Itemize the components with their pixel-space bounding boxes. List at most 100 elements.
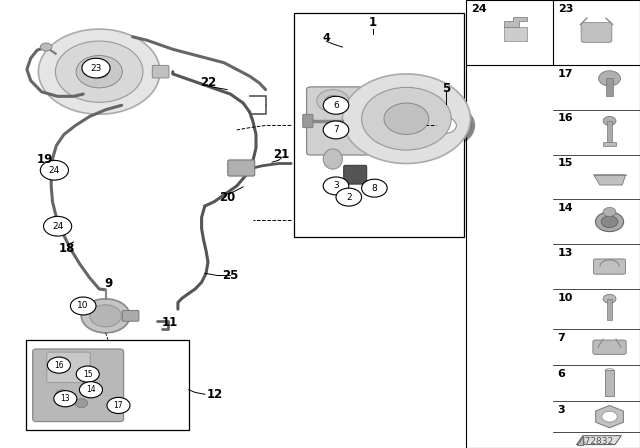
Text: 23: 23 xyxy=(90,64,102,73)
Bar xyxy=(504,26,527,41)
Circle shape xyxy=(603,116,616,125)
Text: 22: 22 xyxy=(200,76,216,90)
Text: 24: 24 xyxy=(471,4,486,14)
Text: 9: 9 xyxy=(105,276,113,290)
Circle shape xyxy=(40,160,68,180)
Text: 18: 18 xyxy=(59,242,76,255)
Circle shape xyxy=(76,366,99,382)
Bar xyxy=(607,299,612,320)
FancyBboxPatch shape xyxy=(122,310,139,321)
FancyBboxPatch shape xyxy=(593,340,626,354)
Bar xyxy=(606,78,612,96)
Circle shape xyxy=(603,207,616,216)
Text: 24: 24 xyxy=(49,166,60,175)
Text: 10: 10 xyxy=(557,293,573,302)
Circle shape xyxy=(56,390,68,399)
Text: 3: 3 xyxy=(333,181,339,190)
Circle shape xyxy=(602,411,617,422)
Circle shape xyxy=(40,43,52,51)
Text: 7: 7 xyxy=(557,333,565,343)
Text: 4: 4 xyxy=(323,33,330,43)
Circle shape xyxy=(362,179,387,197)
Text: 13: 13 xyxy=(557,248,573,258)
Circle shape xyxy=(90,305,122,327)
Bar xyxy=(607,121,612,143)
Text: 6: 6 xyxy=(557,369,565,379)
Text: 10: 10 xyxy=(77,302,89,310)
FancyBboxPatch shape xyxy=(33,349,124,422)
Text: 21: 21 xyxy=(273,148,290,161)
Circle shape xyxy=(433,117,456,134)
Circle shape xyxy=(90,65,108,78)
Circle shape xyxy=(54,391,77,407)
Text: 7: 7 xyxy=(333,125,339,134)
Circle shape xyxy=(598,71,620,86)
Text: 20: 20 xyxy=(219,190,236,204)
Text: 11: 11 xyxy=(161,316,178,329)
Circle shape xyxy=(82,58,110,78)
Circle shape xyxy=(70,297,96,315)
Text: 19: 19 xyxy=(36,152,53,166)
Bar xyxy=(26,340,189,430)
Text: 14: 14 xyxy=(557,203,573,213)
Circle shape xyxy=(107,397,130,414)
Circle shape xyxy=(325,95,340,106)
FancyBboxPatch shape xyxy=(303,114,313,128)
Bar xyxy=(603,142,616,146)
Text: 8: 8 xyxy=(372,184,377,193)
Bar xyxy=(605,370,614,396)
Text: 16: 16 xyxy=(557,113,573,123)
Circle shape xyxy=(601,216,618,228)
Circle shape xyxy=(323,121,349,139)
Circle shape xyxy=(317,90,349,112)
Polygon shape xyxy=(596,405,623,428)
Text: 5: 5 xyxy=(442,82,450,95)
Text: 6: 6 xyxy=(333,101,339,110)
Text: 15: 15 xyxy=(83,370,93,379)
Bar xyxy=(294,13,464,237)
FancyBboxPatch shape xyxy=(152,65,169,78)
Circle shape xyxy=(79,382,102,398)
Circle shape xyxy=(76,56,122,88)
Text: 14: 14 xyxy=(86,385,96,394)
FancyBboxPatch shape xyxy=(307,87,372,155)
Text: 2: 2 xyxy=(346,193,351,202)
Circle shape xyxy=(342,74,470,164)
Circle shape xyxy=(44,216,72,236)
Circle shape xyxy=(81,299,130,333)
Polygon shape xyxy=(593,175,625,185)
FancyBboxPatch shape xyxy=(47,352,90,383)
Text: 12: 12 xyxy=(206,388,223,401)
Text: 24: 24 xyxy=(52,222,63,231)
Circle shape xyxy=(362,87,451,150)
FancyBboxPatch shape xyxy=(593,259,625,274)
Polygon shape xyxy=(577,435,621,444)
Circle shape xyxy=(323,177,349,195)
Circle shape xyxy=(323,96,349,114)
Circle shape xyxy=(603,294,616,303)
Text: 3: 3 xyxy=(557,405,565,414)
Circle shape xyxy=(336,188,362,206)
Text: 472832: 472832 xyxy=(579,437,614,446)
Circle shape xyxy=(418,107,472,144)
FancyBboxPatch shape xyxy=(344,165,367,184)
Circle shape xyxy=(75,399,88,408)
Ellipse shape xyxy=(323,149,342,169)
Text: 25: 25 xyxy=(222,269,239,282)
Polygon shape xyxy=(504,17,527,27)
FancyBboxPatch shape xyxy=(228,160,255,176)
Circle shape xyxy=(384,103,429,134)
Polygon shape xyxy=(577,435,583,444)
Text: 23: 23 xyxy=(558,4,573,14)
Text: 15: 15 xyxy=(557,158,573,168)
Circle shape xyxy=(56,41,143,102)
Bar xyxy=(466,0,640,448)
Circle shape xyxy=(595,212,623,232)
Circle shape xyxy=(47,357,70,373)
Text: 13: 13 xyxy=(61,394,70,403)
Circle shape xyxy=(38,29,160,114)
Text: 16: 16 xyxy=(54,361,64,370)
Text: 17: 17 xyxy=(114,401,124,410)
Text: 1: 1 xyxy=(369,16,377,29)
Text: 17: 17 xyxy=(557,69,573,78)
